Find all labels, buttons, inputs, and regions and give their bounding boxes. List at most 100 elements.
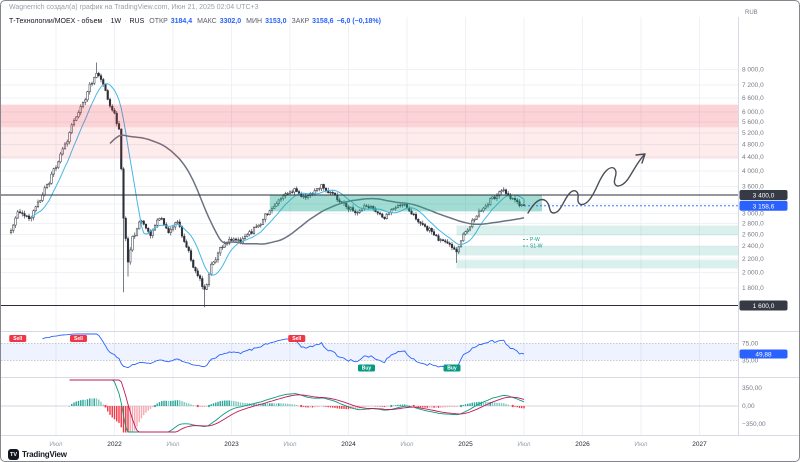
macd-cross-dot: [153, 404, 157, 408]
signal-badge-text: Sell: [74, 336, 84, 342]
signal-badge-text: Sell: [13, 336, 23, 342]
ohlc-value: 3153,0: [265, 18, 287, 25]
legend-separator: ·: [105, 18, 108, 25]
time-tick-month: Июл: [400, 441, 413, 448]
price-level-badge: [739, 300, 788, 311]
time-tick-year: 2026: [575, 441, 590, 448]
moving-average-fast: [30, 83, 525, 276]
ohlc-label: ОТКР: [149, 18, 168, 25]
change-value: −6,0 (−0,18%): [336, 18, 381, 25]
price-tick-label: 2 400,0: [742, 243, 764, 250]
candlestick-series: [9, 62, 526, 308]
time-tick-year: 2024: [341, 441, 356, 448]
sell-signal-badge: [9, 335, 27, 342]
sell-signal-badge: [70, 335, 87, 342]
macd-cross-dot: [299, 404, 303, 408]
rsi-value-text: 49,88: [755, 352, 772, 359]
ohlc-label: ЗАКР: [291, 18, 310, 25]
resistance-zone: [1, 104, 738, 128]
signal-badge-text: Buy: [447, 366, 457, 372]
price-tick-label: 8 000,0: [742, 67, 764, 74]
price-tick-label: 3 000,0: [742, 210, 764, 217]
time-tick-month: Июл: [634, 441, 647, 448]
price-tick-label: 2 800,0: [742, 220, 764, 227]
time-tick-year: 2023: [224, 441, 239, 448]
price-tick-label: 1 800,0: [742, 285, 764, 292]
price-tick-label: 6 000,0: [742, 109, 764, 116]
rsi-band-label: 75,00: [742, 341, 759, 348]
macd-cross-dot: [511, 404, 515, 408]
attribution-text: Wagnerrich создал(а) график на TradingVi…: [9, 4, 259, 11]
price-zones: [1, 104, 738, 269]
signal-badge-text: Buy: [362, 366, 372, 372]
tradingview-logo-icon: TV: [8, 449, 19, 460]
rsi-band-label: 35,00: [742, 357, 759, 364]
time-tick-month: Июл: [283, 441, 296, 448]
price-tick-label: 7 200,0: [742, 82, 764, 89]
last-price-badge-text: 3 158,6: [753, 203, 775, 210]
price-tick-label: 3 600,0: [742, 184, 764, 191]
macd-signal-line: [69, 379, 525, 433]
demand-zone: [456, 225, 738, 236]
moving-average-slow: [109, 134, 525, 245]
price-tick-label: 4 000,0: [742, 168, 764, 175]
pivot-label: S1-W: [530, 244, 543, 250]
sell-signal-badge: [288, 335, 306, 342]
demand-zone: [456, 260, 738, 269]
ohlc-value: 3158,6: [312, 18, 334, 25]
supply-zone-box: [269, 195, 542, 212]
macd-pane[interactable]: 350,00 0,00 −350,00: [1, 379, 766, 433]
price-tick-label: 4 800,0: [742, 141, 764, 148]
time-tick-month: Июл: [49, 441, 62, 448]
macd-cross-dot: [196, 404, 200, 408]
price-tick-label: 5 200,0: [742, 130, 764, 137]
horizontal-level-lines: [1, 194, 738, 306]
time-tick-month: Июл: [517, 441, 530, 448]
pivot-labels: P-WS1-W: [523, 237, 543, 250]
macd-cross-dot: [459, 404, 463, 408]
rsi-band: [1, 343, 738, 361]
interval-label: 1W: [110, 18, 122, 25]
macd-cross-dot: [389, 404, 393, 408]
currency-label: RUB: [745, 10, 758, 16]
buy-signal-badge: [358, 364, 375, 372]
tradingview-logo[interactable]: TV TradingView: [8, 449, 67, 460]
time-axis[interactable]: Июл 2022 Июл 2023 Июл 2024 Июл 2025 Июл 2026 Июл 20…: [49, 441, 707, 448]
symbol-title: Т-Технологии/MOEX - объем: [9, 18, 103, 25]
price-axis[interactable]: RUB 8 000,0 7 200,0 6 600,0 6 000,0 5 600,0 5 …: [739, 10, 788, 311]
macd-cross-dot: [412, 404, 416, 408]
last-price-badge: [739, 200, 788, 211]
ohlc-label: МАКС: [197, 18, 217, 25]
macd-cross-dot: [104, 404, 107, 408]
symbol-legend[interactable]: Т-Технологии/MOEX - объем · 1W · RUS ОТКР 3184…: [9, 18, 381, 25]
ohlc-label: МИН: [246, 18, 263, 25]
ohlc-value: 3302,0: [219, 18, 242, 25]
macd-axis-label: −350,00: [742, 421, 766, 428]
price-level-badge-text: 3 400,0: [753, 193, 775, 200]
macd-cross-dot: [207, 404, 211, 408]
price-tick-label: 2 000,0: [742, 270, 764, 277]
macd-axis-label: 350,00: [742, 385, 762, 392]
price-tick-label: 4 400,0: [742, 154, 764, 161]
pivot-label: P-W: [530, 237, 540, 243]
price-tick-label: 2 600,0: [742, 231, 764, 238]
price-tick-label: 5 600,0: [742, 119, 764, 126]
time-tick-year: 2022: [107, 441, 122, 448]
demand-zone: [456, 246, 738, 256]
tradingview-logo-text: TradingView: [22, 450, 67, 459]
buy-signal-badge: [443, 364, 461, 372]
pane-separators: [1, 17, 799, 436]
ohlc-value: 3184,4: [170, 18, 193, 25]
time-tick-month: Июл: [166, 441, 179, 448]
grid-vertical: [55, 17, 700, 435]
trend-projection-arrow[interactable]: [527, 153, 646, 214]
price-tick-label: 2 200,0: [742, 256, 764, 263]
legend-separator: ·: [124, 18, 127, 25]
price-level-badge-text: 1 600,0: [753, 303, 775, 310]
price-tick-label: 6 600,0: [742, 95, 764, 102]
macd-axis-label: 0,00: [742, 403, 755, 410]
resistance-zone: [1, 127, 738, 159]
